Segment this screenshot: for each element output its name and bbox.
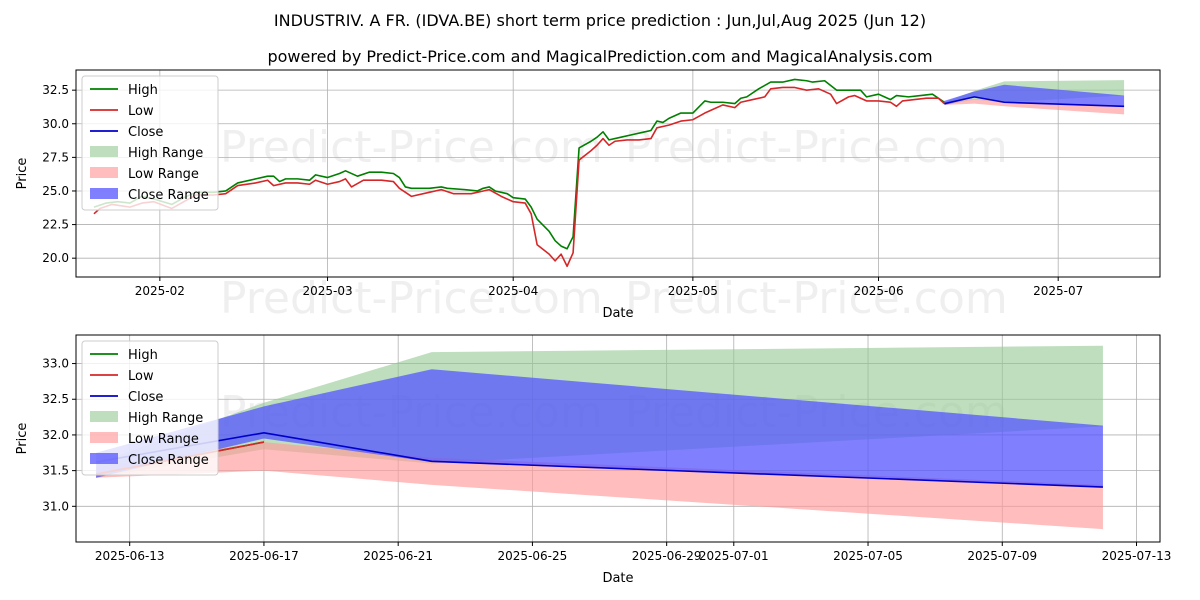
x-tick-label: 2025-06-25 [498,549,568,563]
legend-label-high-range: High Range [128,411,203,426]
legend-swatch-high-range [90,146,118,157]
low-line [93,86,945,268]
y-tick-label: 32.0 [42,428,69,442]
x-tick-label: 2025-02 [135,284,185,298]
legend-swatch-low-range [90,432,118,443]
y-tick-label: 32.5 [42,392,69,406]
x-tick-label: 2025-06-17 [229,549,299,563]
legend-label-low: Low [128,369,154,384]
x-tick-label: 2025-07-09 [967,549,1037,563]
forecast-panel: Predict-Price.comPredict-Price.com2025-0… [15,334,1172,586]
high-line [93,78,945,250]
watermark-0: Predict-Price.com [220,122,603,173]
legend-label-close: Close [128,390,163,405]
legend-label-low: Low [128,104,154,119]
x-tick-label: 2025-07-05 [833,549,903,563]
y-axis-label: Price [15,423,30,455]
legend-label-low-range: Low Range [128,167,199,182]
low-range-area [96,442,1103,530]
legend-label-high: High [128,83,158,98]
y-tick-label: 25.0 [42,184,69,198]
legend: High Low Close High Range Low Range Close Ran… [81,340,219,476]
legend-swatch-close-range [90,188,118,199]
legend-label-high-range: High Range [128,146,203,161]
close-range-area [96,369,1103,488]
history-panel: Predict-Price.com Predict-Price.com Predic… [15,69,1161,324]
x-tick-label: 2025-07-13 [1102,549,1172,563]
watermark-3: Predict-Price.com [625,273,1008,324]
y-tick-label: 30.0 [42,117,69,131]
legend: High Low Close High Range Low Range Close Ran… [81,75,219,211]
legend-swatch-low-range [90,167,118,178]
x-tick-label: 2025-06-21 [363,549,433,563]
y-tick-label: 31.5 [42,464,69,478]
y-tick-label: 22.5 [42,218,69,232]
watermark-2: Predict-Price.com [220,273,603,324]
y-tick-label: 27.5 [42,150,69,164]
x-axis-label: Date [602,571,633,586]
y-tick-label: 33.0 [42,357,69,371]
y-axis-label: Price [15,158,30,190]
legend-label-high: High [128,348,158,363]
close-range-area [944,84,1125,107]
watermark-1: Predict-Price.com [625,122,1008,173]
axes-frame [75,334,1161,543]
y-tick-label: 20.0 [42,251,69,265]
x-axis-label: Date [602,306,633,321]
legend-swatch-high-range [90,411,118,422]
x-tick-label: 2025-04 [488,284,538,298]
x-tick-label: 2025-06 [853,284,903,298]
chart-title: INDUSTRIV. A FR. (IDVA.BE) short term pr… [274,11,926,30]
x-tick-label: 2025-03 [302,284,352,298]
legend-label-close-range: Close Range [128,188,209,203]
y-tick-label: 31.0 [42,499,69,513]
y-tick-label: 32.5 [42,83,69,97]
x-tick-label: 2025-07 [1033,284,1083,298]
x-tick-label: 2025-05 [668,284,718,298]
legend-swatch-close-range [90,453,118,464]
legend-label-low-range: Low Range [128,432,199,447]
legend-label-close-range: Close Range [128,453,209,468]
low-range-area [944,98,1125,115]
close-line [944,96,1125,108]
x-tick-label: 2025-06-13 [95,549,165,563]
x-tick-label: 2025-07-01 [699,549,769,563]
x-tick-label: 2025-06-29 [632,549,702,563]
chart-subtitle: powered by Predict-Price.com and Magical… [267,47,932,66]
axes-frame [75,69,1161,278]
legend-label-close: Close [128,125,163,140]
